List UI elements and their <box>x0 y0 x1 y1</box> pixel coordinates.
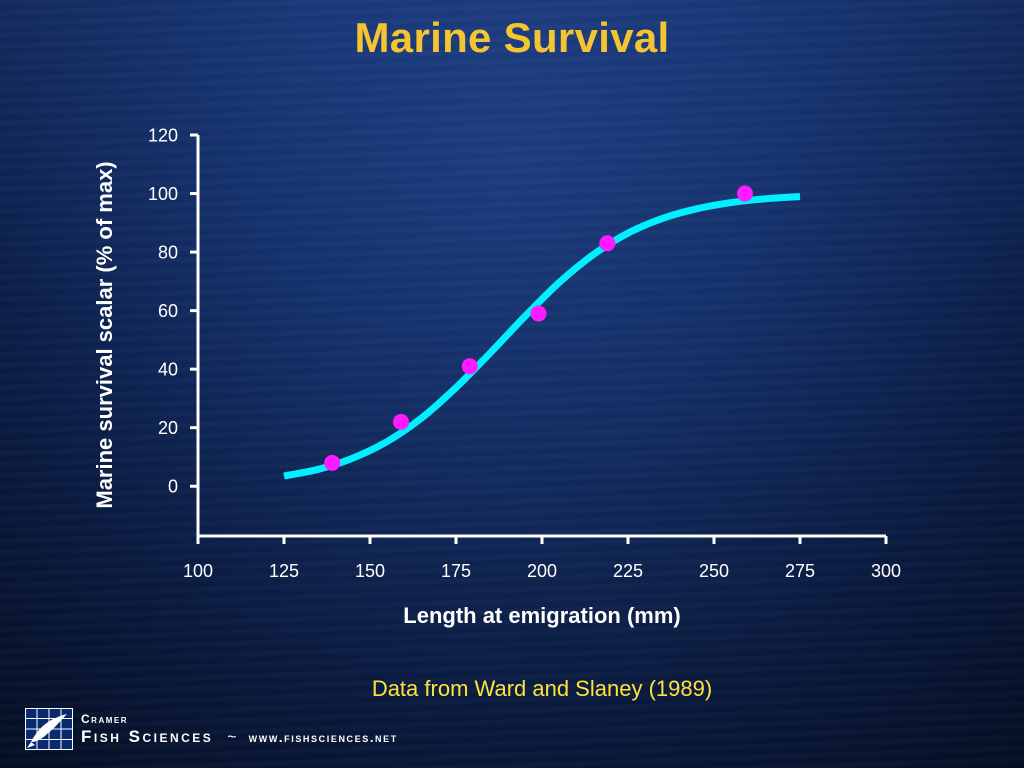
y-tick-label: 100 <box>148 184 178 204</box>
x-tick-label: 300 <box>871 561 901 581</box>
data-point <box>530 305 547 322</box>
data-point <box>324 454 341 471</box>
x-tick-label: 250 <box>699 561 729 581</box>
brand-separator: ~ <box>227 728 237 746</box>
brand-name: Fish Sciences <box>81 726 214 746</box>
x-tick-label: 100 <box>183 561 213 581</box>
y-tick-label: 20 <box>158 418 178 438</box>
x-tick-label: 175 <box>441 561 471 581</box>
y-tick-label: 80 <box>158 243 178 263</box>
curve-layer <box>283 193 801 480</box>
fish-grid-logo-icon <box>25 708 73 750</box>
y-tick-label: 40 <box>158 360 178 380</box>
points-layer <box>324 185 753 471</box>
data-point <box>599 235 616 252</box>
x-tick-label: 150 <box>355 561 385 581</box>
x-tick-label: 200 <box>527 561 557 581</box>
brand-url-link[interactable]: www.fishsciences.net <box>248 729 398 745</box>
x-tick-label: 125 <box>269 561 299 581</box>
y-axis-title: Marine survival scalar (% of max) <box>92 161 117 508</box>
chart-axes: 100 125 150 175 200 225 250 275 300 0 20 40 60 80 100 1… <box>148 126 901 582</box>
data-point <box>736 185 753 202</box>
y-tick-label: 120 <box>148 126 178 146</box>
fitted-curve-line <box>283 193 801 480</box>
x-tick-label: 225 <box>613 561 643 581</box>
brand-top-line: Cramer <box>81 711 128 726</box>
x-axis-title: Length at emigration (mm) <box>403 603 680 628</box>
data-point <box>392 413 409 430</box>
data-point <box>461 358 478 375</box>
x-tick-label: 275 <box>785 561 815 581</box>
brand-logo[interactable]: Cramer Fish Sciences ~ www.fishsciences.… <box>25 707 398 751</box>
brand-text: Cramer Fish Sciences ~ www.fishsciences.… <box>81 713 398 746</box>
y-tick-label: 60 <box>158 301 178 321</box>
y-tick-label: 0 <box>168 477 178 497</box>
data-source-note: Data from Ward and Slaney (1989) <box>371 676 713 701</box>
brand-bottom-line: Fish Sciences ~ www.fishsciences.net <box>81 728 398 746</box>
slide-title: Marine Survival <box>354 14 670 61</box>
